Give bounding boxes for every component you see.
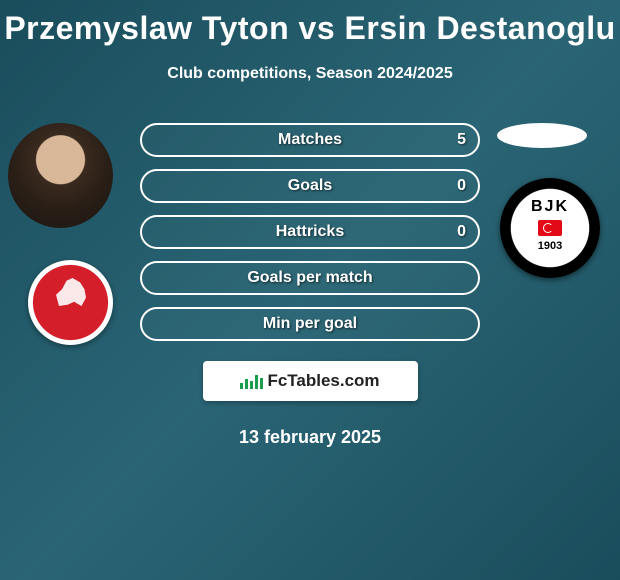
- stat-pill-hattricks: Hattricks 0: [140, 215, 480, 249]
- comparison-panel: BJK 1903 Matches 5 Goals 0 Hattricks 0 G…: [0, 123, 620, 353]
- subtitle: Club competitions, Season 2024/2025: [0, 65, 620, 83]
- page-title: Przemyslaw Tyton vs Ersin Destanoglu: [0, 0, 620, 47]
- stat-label: Min per goal: [263, 315, 357, 333]
- club-right-year: 1903: [500, 240, 600, 252]
- comparison-date: 13 february 2025: [0, 427, 620, 448]
- stat-label: Goals: [288, 177, 332, 195]
- club-right-flag-icon: [538, 220, 562, 236]
- stat-label: Goals per match: [247, 269, 372, 287]
- club-badge-left: [28, 260, 113, 345]
- stat-pill-min-per-goal: Min per goal: [140, 307, 480, 341]
- stat-label: Matches: [278, 131, 342, 149]
- stat-pill-matches: Matches 5: [140, 123, 480, 157]
- footer-brand-text: FcTables.com: [267, 371, 379, 391]
- club-right-initials: BJK: [500, 198, 600, 216]
- stat-value-left: 5: [457, 131, 466, 149]
- bar-chart-icon: [240, 373, 263, 389]
- stat-value-left: 0: [457, 223, 466, 241]
- stat-value-left: 0: [457, 177, 466, 195]
- footer-brand-badge[interactable]: FcTables.com: [203, 361, 418, 401]
- player-avatar-right: [497, 123, 587, 148]
- player-avatar-left: [8, 123, 113, 228]
- club-badge-right: BJK 1903: [500, 178, 600, 278]
- stats-column: Matches 5 Goals 0 Hattricks 0 Goals per …: [140, 123, 480, 353]
- stat-pill-goals-per-match: Goals per match: [140, 261, 480, 295]
- stat-label: Hattricks: [276, 223, 344, 241]
- stat-pill-goals: Goals 0: [140, 169, 480, 203]
